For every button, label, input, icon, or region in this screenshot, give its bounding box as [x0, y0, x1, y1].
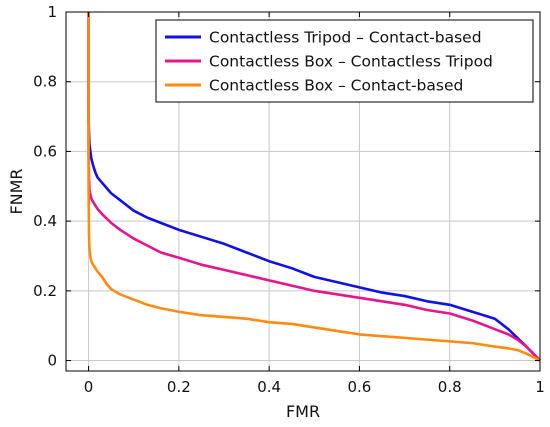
legend-label-2: Contactless Box – Contactless Tripod: [209, 53, 493, 71]
x-tick-label: 0: [84, 378, 94, 396]
series-layer: [87, 12, 541, 362]
axis-ticks: 0 0.2 0.4 0.6 0.8 1 0 0.2 0.4 0.6 0.8 1: [33, 3, 545, 396]
series-line-2: [87, 12, 541, 362]
x-tick-label: 0.8: [438, 378, 462, 396]
y-tick-label: 0.2: [33, 282, 57, 300]
x-tick-label: 0.2: [167, 378, 191, 396]
y-tick-label: 0.8: [33, 73, 57, 91]
legend-label-1: Contactless Tripod – Contact-based: [209, 29, 482, 47]
legend-label-3: Contactless Box – Contact-based: [209, 77, 463, 95]
y-tick-label: 0.6: [33, 142, 57, 160]
x-axis-label: FMR: [286, 402, 320, 421]
series-line-3: [87, 12, 541, 362]
y-tick-label: 0: [47, 352, 57, 370]
x-tick-label: 0.6: [347, 378, 371, 396]
legend: Contactless Tripod – Contact-based Contac…: [155, 19, 534, 103]
legend-box: [155, 19, 534, 103]
x-tick-label: 1: [535, 378, 545, 396]
y-tick-label: 1: [47, 3, 57, 21]
y-axis-label: FNMR: [7, 168, 26, 214]
y-tick-label: 0.4: [33, 212, 57, 230]
series-line-1: [87, 12, 541, 362]
plot-frame: [65, 11, 541, 372]
x-tick-label: 0.4: [257, 378, 281, 396]
